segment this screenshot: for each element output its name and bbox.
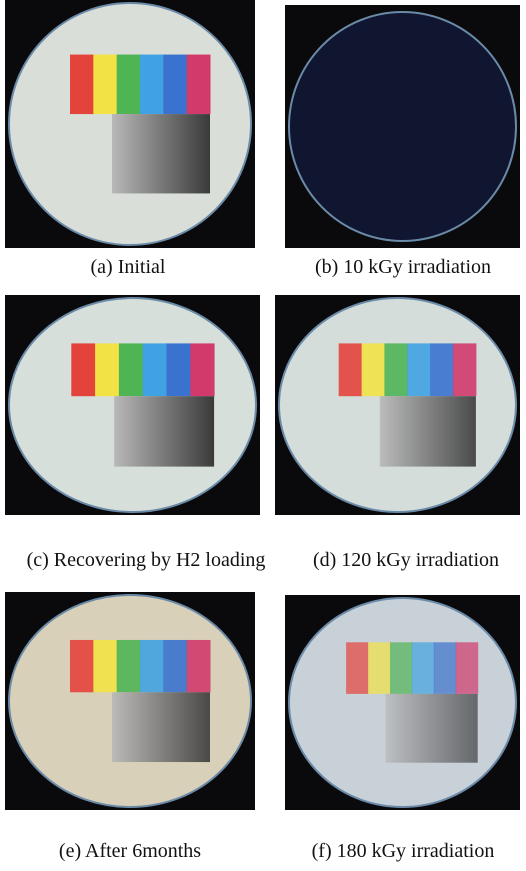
color-bar xyxy=(434,642,456,694)
color-bar xyxy=(346,642,368,694)
panel-image xyxy=(275,295,520,515)
gray-bars xyxy=(112,692,210,762)
caption: (f) 180 kGy irradiation xyxy=(312,840,495,863)
panel-image xyxy=(5,0,255,248)
panel-image xyxy=(5,295,260,515)
panel-image xyxy=(285,595,520,810)
color-bar xyxy=(140,640,164,692)
gray-bars xyxy=(386,694,478,763)
caption: (e) After 6months xyxy=(59,840,201,863)
figure-images xyxy=(0,0,526,871)
color-bar xyxy=(456,642,478,694)
caption: (d) 120 kGy irradiation xyxy=(313,549,499,572)
color-bar xyxy=(384,343,407,396)
color-bar xyxy=(187,640,211,692)
color-bar xyxy=(93,640,117,692)
color-bar xyxy=(117,55,141,115)
figure-page: {"panels": [ {"caption": "(a) Initial"},… xyxy=(0,0,526,871)
fiber-face xyxy=(289,12,516,241)
color-bar xyxy=(368,642,390,694)
color-bar xyxy=(412,642,434,694)
color-bar xyxy=(430,343,453,396)
color-bar xyxy=(187,55,211,115)
color-bar xyxy=(163,55,187,115)
panel-image xyxy=(5,592,255,810)
color-bar xyxy=(167,343,191,396)
caption: (b) 10 kGy irradiation xyxy=(315,256,491,279)
gray-bars xyxy=(114,396,214,466)
gray-bars xyxy=(380,396,476,466)
color-bar xyxy=(70,640,94,692)
color-bar xyxy=(140,55,164,115)
color-bar xyxy=(190,343,214,396)
color-bar xyxy=(95,343,119,396)
caption: (a) Initial xyxy=(91,256,166,279)
caption: (c) Recovering by H2 loading xyxy=(27,549,266,572)
panel-image xyxy=(285,5,520,248)
color-bar xyxy=(453,343,476,396)
color-bar xyxy=(93,55,117,115)
color-bar xyxy=(163,640,187,692)
color-bar xyxy=(143,343,167,396)
color-bar xyxy=(362,343,385,396)
gray-bars xyxy=(112,114,210,193)
color-bar xyxy=(390,642,412,694)
color-bar xyxy=(70,55,94,115)
color-bar xyxy=(117,640,141,692)
color-bar xyxy=(119,343,143,396)
color-bar xyxy=(339,343,362,396)
color-bar xyxy=(71,343,95,396)
color-bar xyxy=(407,343,430,396)
